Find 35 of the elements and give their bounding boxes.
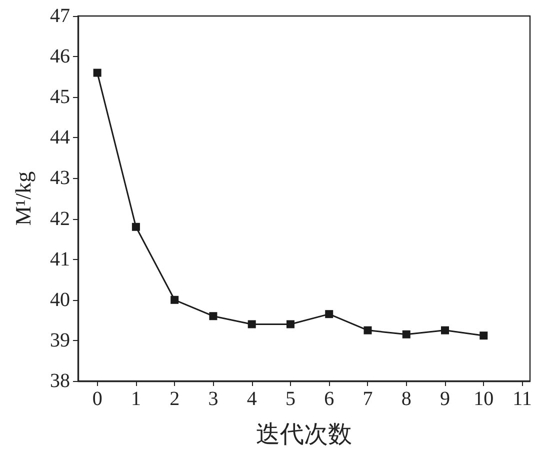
- y-tick-label: 43: [50, 167, 70, 190]
- y-tick-label: 40: [50, 288, 70, 311]
- y-tick-label: 44: [50, 126, 70, 149]
- x-axis-title: 迭代次数: [256, 422, 352, 448]
- point: [441, 326, 450, 334]
- point: [325, 310, 334, 318]
- y-tick-label: 39: [50, 329, 70, 352]
- x-tick-label: 9: [440, 388, 450, 410]
- point: [402, 330, 410, 338]
- x-tick-label: 6: [324, 388, 334, 410]
- point: [248, 320, 256, 328]
- x-tick-label: 3: [208, 388, 218, 410]
- y-tick-label: 46: [50, 46, 70, 68]
- x-tick-label: 4: [246, 388, 257, 410]
- x-tick-label: 2: [170, 388, 180, 410]
- y-tick-label: 42: [50, 208, 70, 230]
- y-tick-label: 45: [50, 86, 70, 108]
- point: [286, 320, 294, 328]
- point: [132, 222, 140, 231]
- point: [170, 296, 179, 304]
- x-tick-label: 0: [92, 388, 102, 410]
- y-tick-label: 41: [50, 248, 70, 270]
- point: [364, 326, 372, 334]
- y-tick-label: 47: [50, 5, 70, 27]
- x-tick-label: 10: [474, 388, 494, 410]
- x-tick-label: 5: [285, 388, 296, 410]
- point: [93, 68, 102, 77]
- y-axis-title: M¹/kg: [10, 171, 36, 226]
- x-tick-label: 11: [512, 388, 532, 410]
- x-tick-label: 8: [401, 388, 412, 410]
- y-tick-label: 38: [50, 370, 70, 392]
- x-tick-label: 1: [130, 388, 141, 410]
- point: [209, 312, 218, 320]
- x-tick-label: 7: [362, 388, 373, 410]
- point: [480, 332, 488, 340]
